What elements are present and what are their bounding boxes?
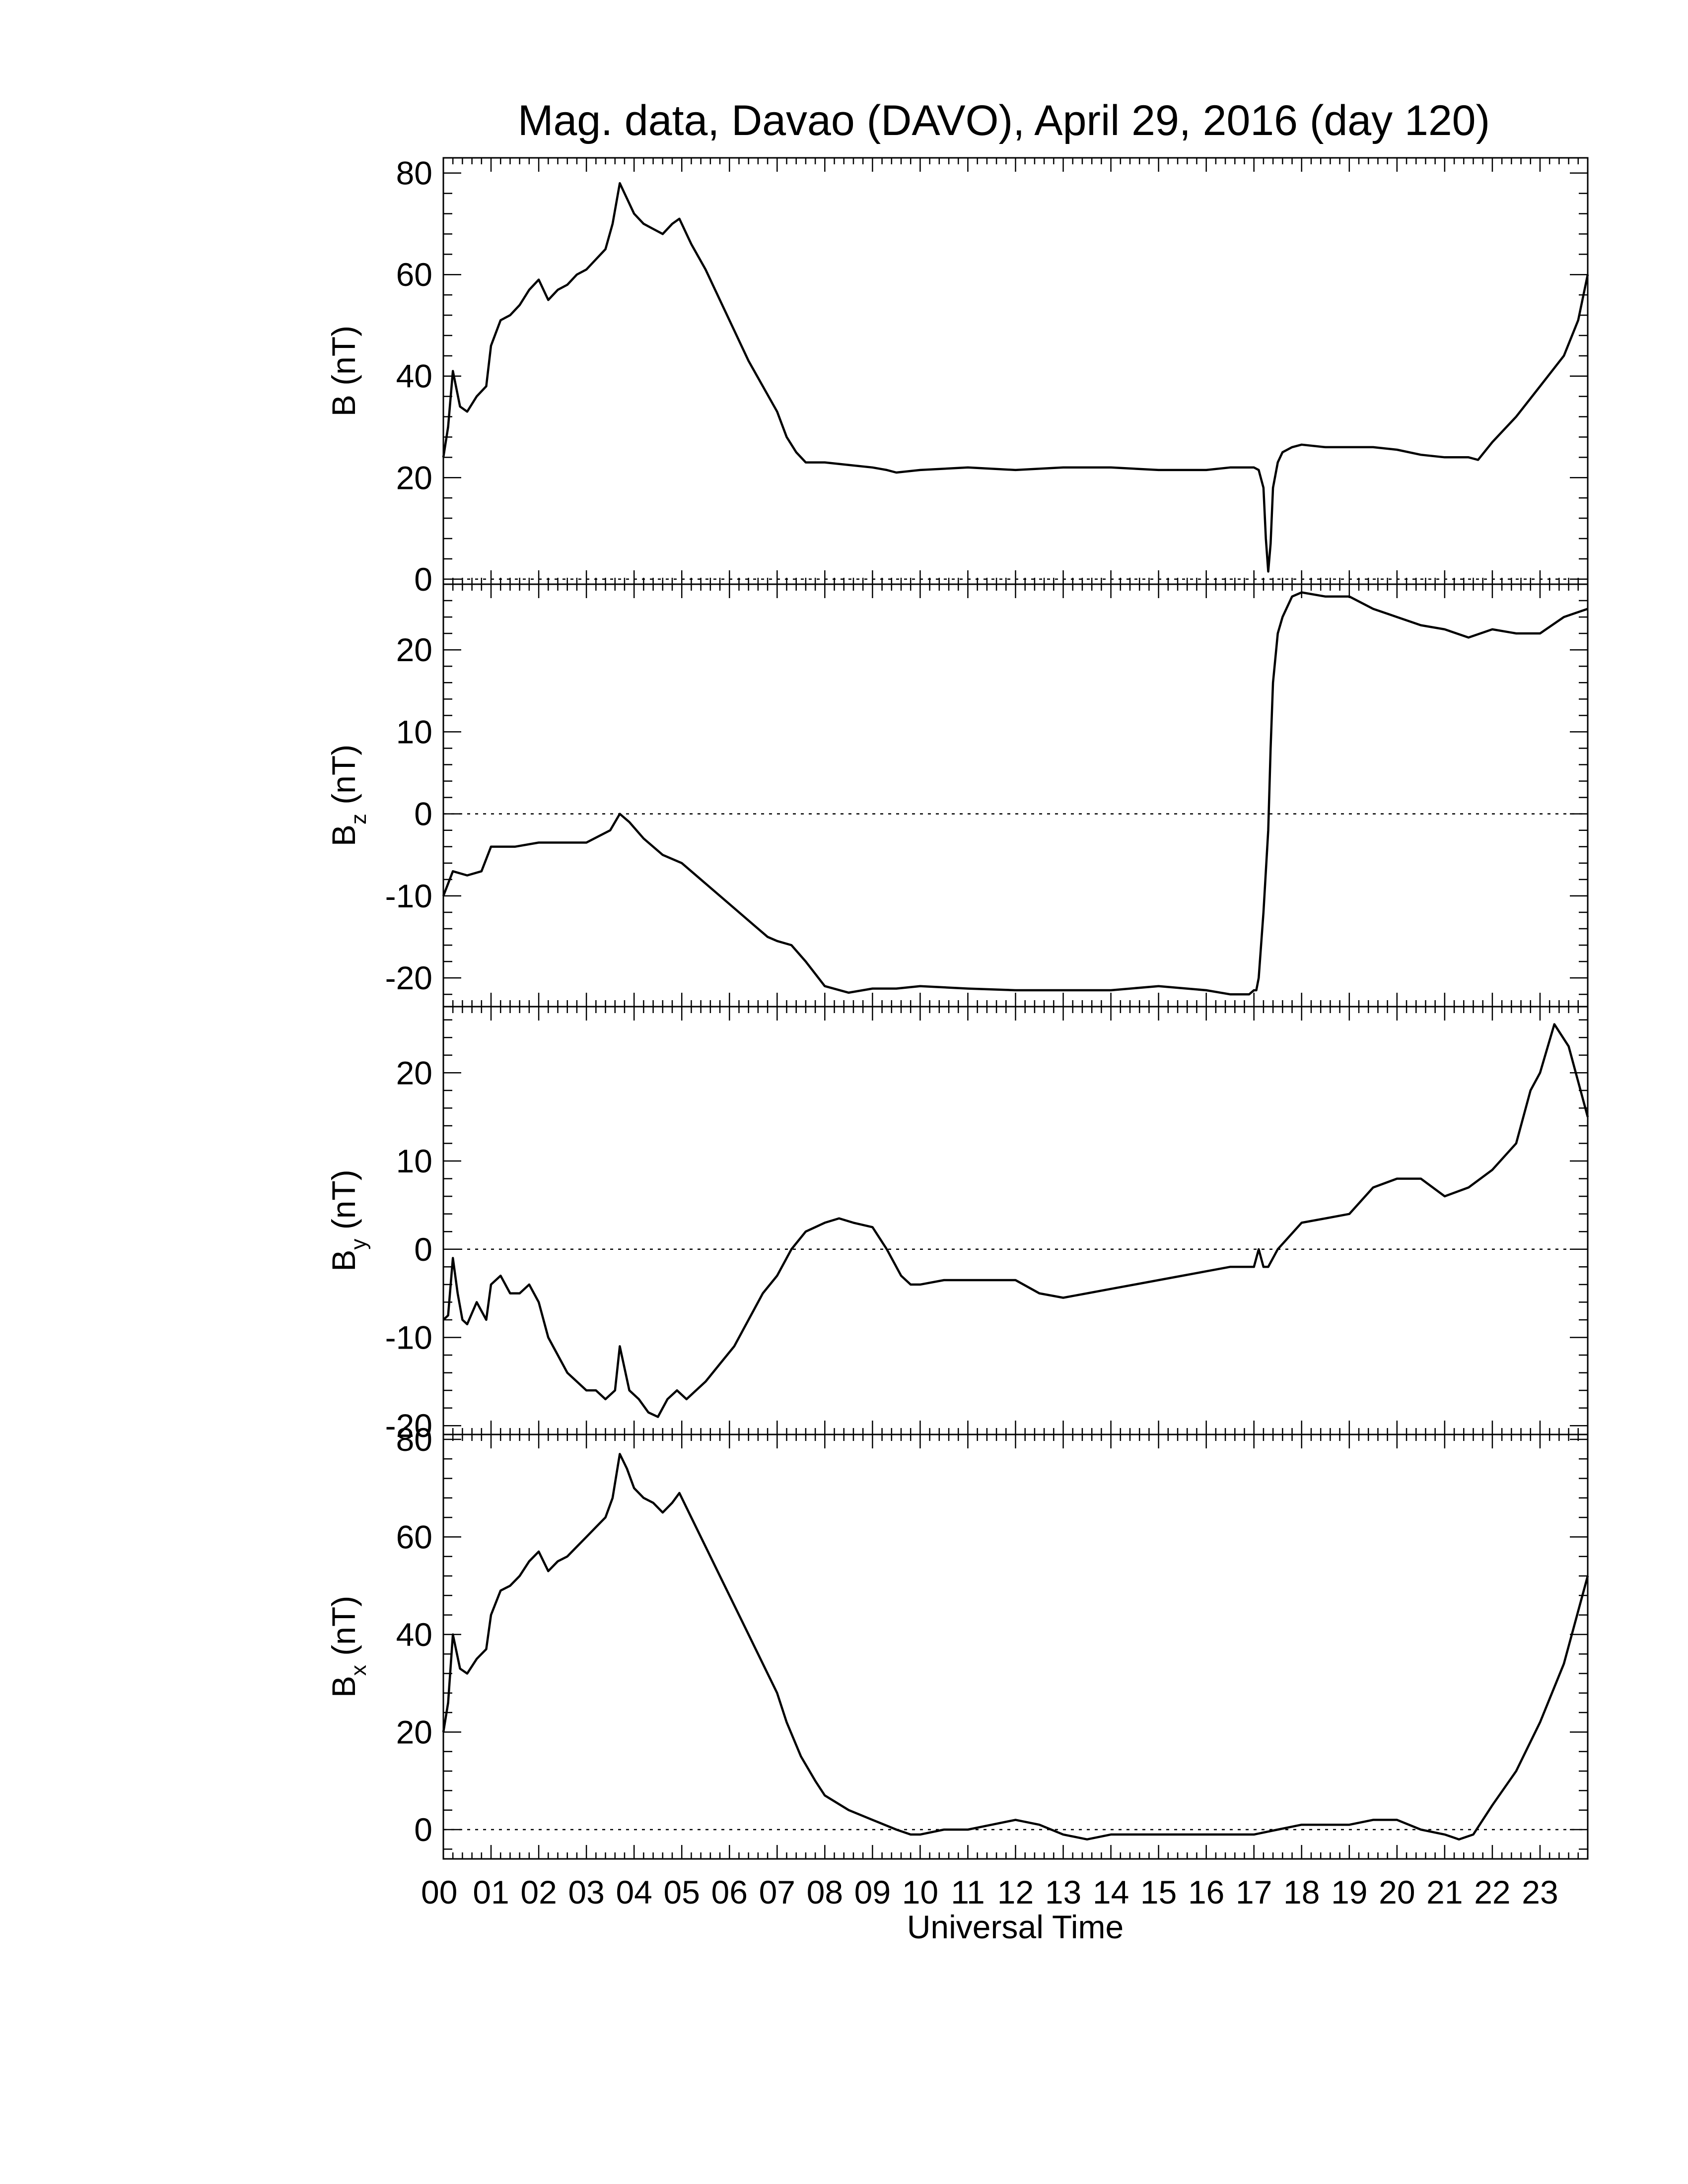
- y-axis-label-unit: (nT): [325, 745, 362, 814]
- x-tick-label: 06: [711, 1874, 748, 1911]
- x-tick-label: 05: [663, 1874, 700, 1911]
- y-axis-label: Bz (nT): [325, 745, 371, 846]
- y-tick-label: 10: [396, 713, 432, 750]
- series-line-0: [442, 182, 1589, 573]
- x-tick-label: 02: [520, 1874, 557, 1911]
- x-tick-label: 15: [1140, 1874, 1177, 1911]
- y-axis-label-sub: x: [347, 1665, 371, 1676]
- x-tick-label: 09: [854, 1874, 891, 1911]
- panel-frame: [442, 157, 1589, 585]
- y-tick-label: 40: [396, 1616, 432, 1653]
- x-tick-label: 16: [1188, 1874, 1224, 1911]
- x-tick-label: 11: [951, 1874, 985, 1911]
- x-tick-label: 21: [1426, 1874, 1463, 1911]
- x-tick-label: 01: [473, 1874, 509, 1911]
- y-tick-label: 20: [396, 459, 432, 496]
- panel-frame: [442, 583, 1589, 1008]
- x-tick-label: 07: [759, 1874, 795, 1911]
- series-line-2: [442, 1023, 1589, 1418]
- y-tick-label: 40: [396, 358, 432, 395]
- chart-title: Mag. data, Davao (DAVO), April 29, 2016 …: [518, 97, 1490, 144]
- x-tick-label: 12: [997, 1874, 1034, 1911]
- x-tick-label: 10: [902, 1874, 938, 1911]
- x-tick-label: 13: [1045, 1874, 1081, 1911]
- y-tick-label: 0: [414, 561, 432, 598]
- y-tick-label: 80: [396, 155, 432, 192]
- y-axis-label-main: B: [325, 1250, 362, 1272]
- y-tick-label: -10: [385, 1319, 432, 1356]
- y-tick-label: 0: [414, 1231, 432, 1268]
- y-axis-label-main: B: [325, 395, 362, 416]
- x-tick-label: 19: [1331, 1874, 1367, 1911]
- x-tick-label: 20: [1379, 1874, 1415, 1911]
- panel-frame: [442, 1433, 1589, 1860]
- x-tick-label: 23: [1522, 1874, 1558, 1911]
- x-tick-label: 17: [1236, 1874, 1272, 1911]
- y-tick-label: -20: [385, 959, 432, 996]
- x-tick-label: 08: [807, 1874, 843, 1911]
- y-tick-label: 60: [396, 256, 432, 293]
- y-tick-label: -10: [385, 878, 432, 914]
- x-tick-labels: 00 01 02 03 04 05 06 07 08 09 10 11 12 13 14 15 16 17 18 19…: [421, 1874, 1558, 1911]
- panels: 0 20 40 60 80 B (nT) -20 -10 0 10 20 Bz (nT) -20 -10 0…: [325, 155, 1589, 1860]
- panel-2: -20 -10 0 10 20 By (nT): [325, 1006, 1589, 1444]
- x-tick-label: 04: [616, 1874, 652, 1911]
- y-axis-label-main: B: [325, 1676, 362, 1698]
- y-tick-label: 20: [396, 631, 432, 668]
- y-axis-label-main: B: [325, 824, 362, 846]
- panel-1: -20 -10 0 10 20 Bz (nT): [325, 583, 1589, 1008]
- y-tick-label: 60: [396, 1518, 432, 1555]
- y-axis-label: By (nT): [325, 1169, 371, 1271]
- y-tick-label: -20: [385, 1407, 432, 1444]
- y-axis-label: B (nT): [325, 326, 362, 416]
- y-tick-label: 20: [396, 1713, 432, 1750]
- series-line-1: [442, 591, 1588, 996]
- y-tick-label: 0: [414, 796, 432, 832]
- y-axis-label-unit: (nT): [325, 1169, 362, 1238]
- y-tick-label: 20: [396, 1054, 432, 1091]
- y-tick-label: 80: [396, 1421, 432, 1458]
- y-tick-label: 0: [414, 1811, 432, 1848]
- x-tick-label: 03: [568, 1874, 604, 1911]
- x-tick-label: 22: [1474, 1874, 1510, 1911]
- x-tick-label: 18: [1283, 1874, 1320, 1911]
- x-tick-label: 14: [1093, 1874, 1129, 1911]
- x-tick-label: 00: [421, 1874, 457, 1911]
- x-axis-label: Universal Time: [907, 1909, 1124, 1945]
- y-tick-label: 10: [396, 1143, 432, 1179]
- y-axis-label-sub: z: [347, 814, 371, 824]
- y-axis-label: Bx (nT): [325, 1596, 371, 1698]
- panel-3: 0 20 40 60 80 Bx (nT): [325, 1421, 1589, 1860]
- y-axis-label-sub: y: [347, 1239, 371, 1250]
- y-axis-label-unit: (nT): [325, 1596, 362, 1665]
- panel-0: 0 20 40 60 80 B (nT): [325, 155, 1589, 598]
- panel-frame: [442, 1006, 1589, 1435]
- series-line-3: [442, 1453, 1589, 1841]
- y-axis-label-unit: (nT): [325, 326, 362, 395]
